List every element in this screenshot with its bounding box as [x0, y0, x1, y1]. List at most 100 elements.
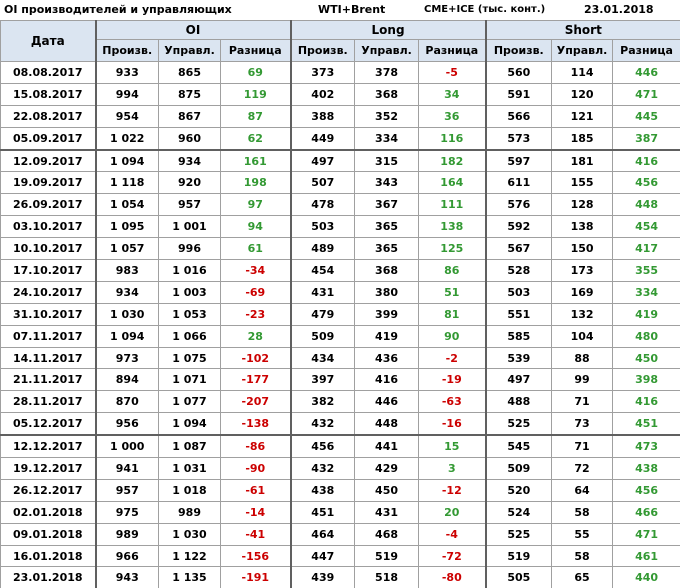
value-cell: 456 — [289, 434, 356, 459]
value-cell: 71 — [551, 434, 614, 459]
value-cell: 365 — [354, 215, 420, 239]
value-cell: 551 — [484, 302, 553, 326]
value-cell: 1 122 — [158, 544, 221, 568]
diff-cell: 81 — [418, 302, 487, 326]
row: 21.11.2017 894 1 071 -177 397 416 -19 497 99 398 — [0, 368, 680, 392]
value-cell: 1 054 — [94, 193, 159, 217]
value-cell: 365 — [354, 237, 420, 261]
value-cell: 983 — [94, 259, 159, 282]
value-cell: 58 — [551, 500, 614, 524]
value-cell: 352 — [354, 104, 420, 128]
diff-cell: 440 — [612, 566, 680, 588]
date-cell: 15.08.2017 — [0, 82, 96, 106]
value-cell: 1 030 — [94, 302, 159, 326]
value-cell: 432 — [289, 412, 356, 436]
diff-cell: -69 — [219, 280, 292, 304]
value-cell: 525 — [484, 412, 553, 436]
value-cell: 539 — [484, 346, 553, 370]
diff-cell: 97 — [219, 193, 292, 217]
value-cell: 1 003 — [158, 280, 221, 304]
value-cell: 55 — [551, 522, 614, 546]
value-cell: 72 — [551, 457, 614, 480]
value-cell: 441 — [354, 434, 420, 459]
value-cell: 497 — [289, 148, 356, 173]
subheader: Произв. — [289, 39, 356, 62]
date-cell: 28.11.2017 — [0, 390, 96, 414]
diff-cell: 94 — [219, 215, 292, 239]
value-cell: 954 — [94, 104, 159, 128]
subheader: Разница — [418, 39, 487, 62]
date-cell: 02.01.2018 — [0, 500, 96, 524]
row: 26.09.2017 1 054 957 97 478 367 111 576 128 448 — [0, 193, 680, 217]
value-cell: 114 — [551, 61, 614, 84]
value-cell: 566 — [484, 104, 553, 128]
value-cell: 1 087 — [158, 434, 221, 459]
diff-cell: -72 — [418, 544, 487, 568]
diff-cell: 461 — [612, 544, 680, 568]
value-cell: 989 — [158, 500, 221, 524]
value-cell: 528 — [484, 259, 553, 282]
diff-cell: 36 — [418, 104, 487, 128]
value-cell: 416 — [354, 368, 420, 392]
value-cell: 65 — [551, 566, 614, 588]
diff-cell: 34 — [418, 82, 487, 106]
value-cell: 875 — [158, 82, 221, 106]
diff-cell: -12 — [418, 478, 487, 502]
diff-cell: -2 — [418, 346, 487, 370]
value-cell: 434 — [289, 346, 356, 370]
date-cell: 14.11.2017 — [0, 346, 96, 370]
subheader-row: Произв. Управл. Разница Произв. Управл. Разни… — [1, 39, 680, 62]
value-cell: 1 018 — [158, 478, 221, 502]
diff-cell: 87 — [219, 104, 292, 128]
value-cell: 519 — [354, 544, 420, 568]
value-cell: 450 — [354, 478, 420, 502]
row: 31.10.2017 1 030 1 053 -23 479 399 81 551 132 419 — [0, 302, 680, 326]
diff-cell: 111 — [418, 193, 487, 217]
value-cell: 509 — [289, 324, 356, 348]
value-cell: 1 000 — [94, 434, 159, 459]
value-cell: 1 094 — [94, 324, 159, 348]
date-cell: 05.12.2017 — [0, 412, 96, 436]
value-cell: 611 — [484, 171, 553, 195]
subheader: Разница — [612, 39, 680, 62]
value-cell: 399 — [354, 302, 420, 326]
value-cell: 451 — [289, 500, 356, 524]
diff-cell: 198 — [219, 171, 292, 195]
diff-cell: 51 — [418, 280, 487, 304]
diff-cell: 69 — [219, 61, 292, 84]
diff-cell: -16 — [418, 412, 487, 436]
diff-cell: 61 — [219, 237, 292, 261]
diff-cell: 138 — [418, 215, 487, 239]
value-cell: 173 — [551, 259, 614, 282]
row: 24.10.2017 934 1 003 -69 431 380 51 503 169 334 — [0, 280, 680, 304]
diff-cell: 355 — [612, 259, 680, 282]
value-cell: 920 — [158, 171, 221, 195]
subheader: Произв. — [94, 39, 159, 62]
value-cell: 1 022 — [94, 126, 159, 151]
value-cell: 592 — [484, 215, 553, 239]
row: 02.01.2018 975 989 -14 451 431 20 524 58 466 — [0, 500, 680, 524]
date-cell: 24.10.2017 — [0, 280, 96, 304]
value-cell: 454 — [289, 259, 356, 282]
diff-cell: 450 — [612, 346, 680, 370]
diff-cell: 471 — [612, 82, 680, 106]
diff-cell: 471 — [612, 522, 680, 546]
diff-cell: 451 — [612, 412, 680, 436]
row: 03.10.2017 1 095 1 001 94 503 365 138 592 138 454 — [0, 215, 680, 239]
value-cell: 446 — [354, 390, 420, 414]
date-cell: 05.09.2017 — [0, 126, 96, 151]
value-cell: 507 — [289, 171, 356, 195]
date-cell: 26.12.2017 — [0, 478, 96, 502]
value-cell: 1 030 — [158, 522, 221, 546]
value-cell: 155 — [551, 171, 614, 195]
value-cell: 99 — [551, 368, 614, 392]
value-cell: 438 — [289, 478, 356, 502]
value-cell: 943 — [94, 566, 159, 588]
row: 15.08.2017 994 875 119 402 368 34 591 120 471 — [0, 82, 680, 106]
value-cell: 58 — [551, 544, 614, 568]
row: 07.11.2017 1 094 1 066 28 509 419 90 585 104 480 — [0, 324, 680, 348]
value-cell: 933 — [94, 61, 159, 84]
diff-cell: -41 — [219, 522, 292, 546]
subheader: Управл. — [158, 39, 221, 62]
